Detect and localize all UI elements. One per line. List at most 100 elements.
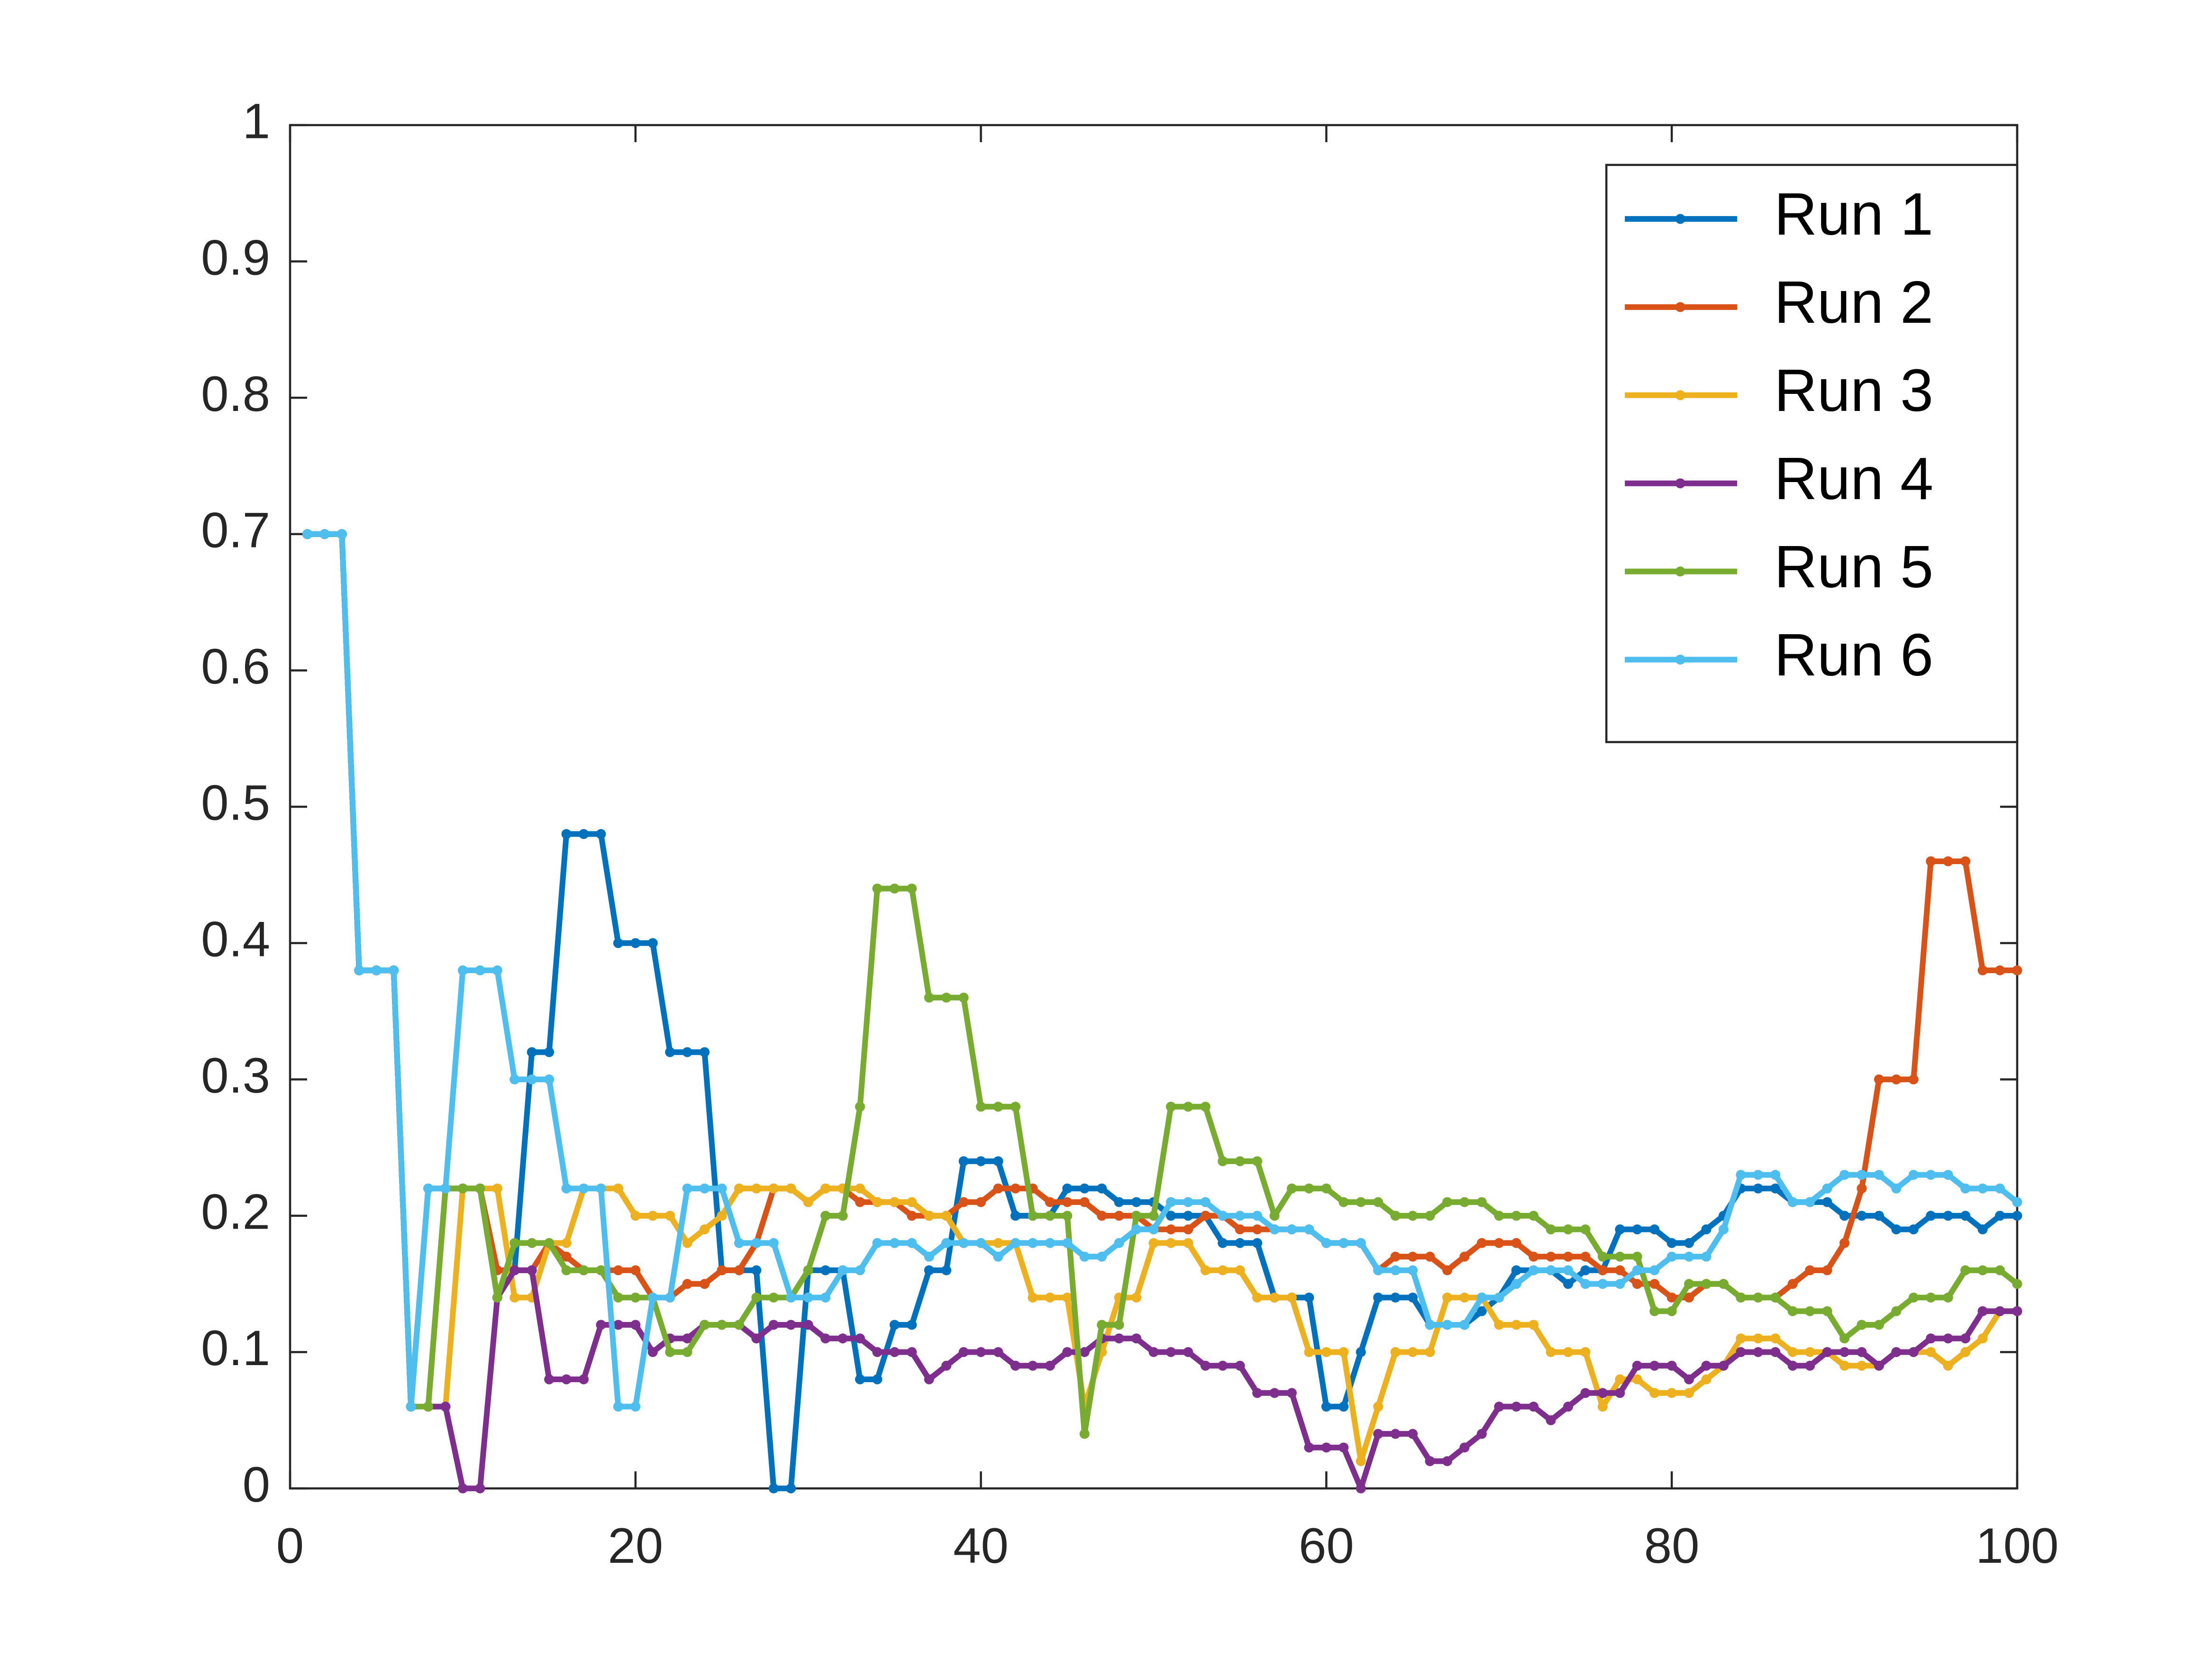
y-tick-label: 0.9 [201,230,270,285]
data-point [1183,1211,1193,1221]
data-point [1097,1320,1107,1330]
data-point [1753,1333,1763,1344]
data-point [1200,1211,1211,1221]
data-point [1926,1211,1936,1221]
data-point [1546,1251,1556,1262]
data-point [1580,1265,1591,1276]
data-point [1511,1279,1521,1289]
data-point [1632,1279,1642,1289]
data-point [1165,1238,1176,1248]
data-point [1960,1211,1971,1221]
data-point [1805,1265,1815,1276]
data-point [907,1320,917,1330]
data-point [1597,1279,1608,1289]
data-point [1546,1265,1556,1276]
data-point [1408,1347,1418,1357]
data-point [1529,1251,1539,1262]
data-point [1943,1333,1953,1344]
data-point [907,1197,917,1207]
data-point [1321,1347,1331,1357]
data-point [1390,1429,1401,1439]
data-point [855,1183,865,1194]
data-point [302,529,312,539]
data-point [423,1183,434,1194]
data-point [1183,1238,1193,1248]
data-point [1822,1306,1832,1316]
data-point [371,965,382,975]
data-point [1062,1292,1073,1303]
data-point [1753,1170,1763,1180]
data-point [1114,1211,1124,1221]
data-point [1822,1183,1832,1194]
data-point [1822,1347,1832,1357]
data-point [544,1238,555,1248]
data-point [941,1360,952,1371]
data-point [803,1320,813,1330]
x-tick-label: 100 [1975,1518,2058,1574]
data-point [889,884,900,894]
data-point [1511,1265,1521,1276]
data-point [561,1251,572,1262]
data-point [1684,1251,1694,1262]
data-point [1062,1347,1073,1357]
data-point [1408,1292,1418,1303]
data-point [768,1238,779,1248]
data-point [820,1265,831,1276]
data-point [993,1102,1003,1112]
data-point [1476,1292,1487,1303]
data-point [1805,1360,1815,1371]
data-point [1995,1183,2005,1194]
data-point [717,1211,727,1221]
data-point [1960,856,1971,866]
data-point [1425,1347,1435,1357]
data-point [1960,1183,1971,1194]
data-point [1165,1102,1176,1112]
data-point [1926,856,1936,866]
data-point [803,1197,813,1207]
data-point [1529,1211,1539,1221]
data-point [1891,1074,1902,1085]
legend-label: Run 5 [1774,533,1933,600]
data-point [1442,1320,1452,1330]
data-point [1580,1251,1591,1262]
data-point [665,1292,675,1303]
data-point [630,1320,641,1330]
data-point [976,1347,986,1357]
data-point [1736,1292,1746,1303]
data-point [1338,1442,1349,1453]
y-tick-label: 0.6 [201,639,270,694]
data-point [734,1265,744,1276]
data-point [1787,1197,1798,1207]
data-point [1425,1211,1435,1221]
data-point [855,1374,865,1385]
data-point [1736,1333,1746,1344]
data-point [1511,1320,1521,1330]
data-point [1235,1211,1245,1221]
data-point [1960,1265,1971,1276]
data-point [820,1183,831,1194]
data-point [1183,1102,1193,1112]
data-point [993,1238,1003,1248]
data-point [1286,1224,1297,1235]
data-point [1805,1306,1815,1316]
data-point [440,1183,451,1194]
data-point [837,1333,848,1344]
data-point [1943,1360,1953,1371]
data-point [1010,1183,1020,1194]
data-point [1926,1170,1936,1180]
data-point [1269,1292,1280,1303]
data-point [510,1238,520,1248]
data-point [1701,1224,1711,1235]
data-point [1390,1251,1401,1262]
data-point [475,1183,485,1194]
data-point [1390,1211,1401,1221]
x-tick-label: 40 [953,1518,1009,1574]
data-point [1701,1279,1711,1289]
data-point [1874,1360,1884,1371]
data-point [578,1265,589,1276]
data-point [768,1320,779,1330]
data-point [1148,1238,1159,1248]
data-point [1597,1265,1608,1276]
data-point [630,1211,641,1221]
